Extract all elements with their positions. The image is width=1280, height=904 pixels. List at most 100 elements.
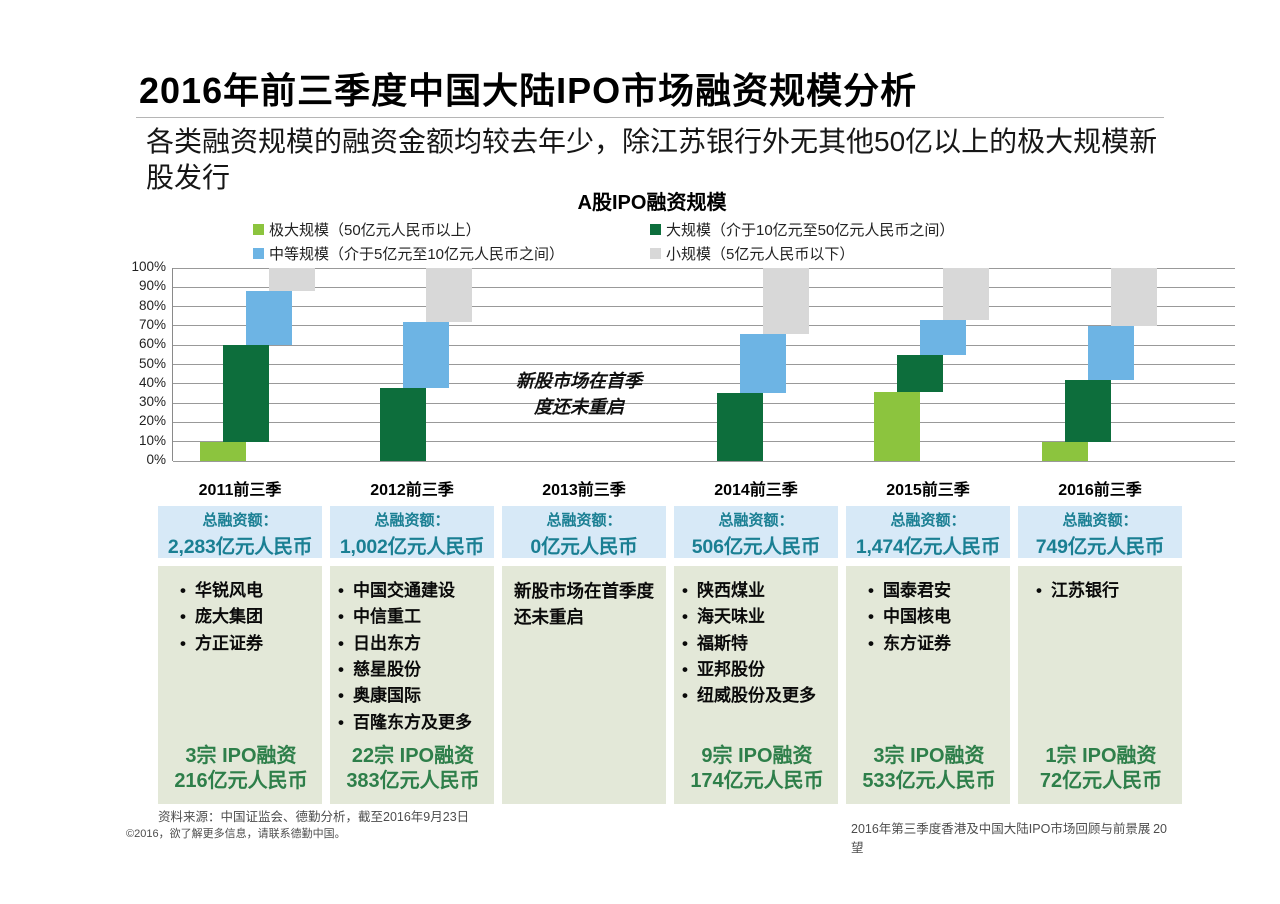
company-item: • 华锐风电 bbox=[180, 578, 316, 604]
gridline-40% bbox=[173, 383, 1235, 385]
bar-segment-2011前三季-小规模 bbox=[268, 268, 315, 292]
bar-segment-2016前三季-小规模 bbox=[1111, 268, 1157, 326]
gridline-60% bbox=[173, 344, 1235, 346]
company-list: • 中国交通建设 • 中信重工 • 日出东方 • 慈星股份 • 奥康国际 • 百隆东方及更多 bbox=[338, 578, 488, 736]
y-axis-label: 60% bbox=[138, 336, 166, 352]
footer-doc-title: 2016年第三季度香港及中国大陆IPO市场回顾与前景展望 bbox=[851, 822, 1151, 855]
y-axis-label: 20% bbox=[138, 413, 166, 429]
company-item: • 奥康国际 bbox=[338, 683, 488, 709]
ipo-summary: 3宗 IPO融资 533亿元人民币 bbox=[854, 744, 1004, 796]
bullet-icon: • bbox=[180, 633, 186, 653]
ipo-summary-count: 22宗 IPO融资 bbox=[351, 745, 475, 767]
bar-segment-2015前三季-中等规模 bbox=[919, 320, 966, 355]
legend-item-2: 大规模（介于10亿元至50亿元人民币之间） bbox=[650, 219, 954, 240]
total-financing-label: 总融资额： bbox=[374, 512, 450, 529]
bar-segment-2011前三季-大规模 bbox=[222, 345, 269, 442]
company-name: 纽威股份及更多 bbox=[696, 686, 816, 706]
ipo-summary: 3宗 IPO融资 216亿元人民币 bbox=[166, 744, 316, 796]
period-label: 2015前三季 bbox=[886, 482, 970, 499]
period-label: 2013前三季 bbox=[542, 482, 626, 499]
total-financing-label: 总融资额： bbox=[890, 512, 966, 529]
legend-swatch-icon bbox=[253, 224, 264, 235]
total-financing-value: 749亿元人民币 bbox=[1035, 536, 1165, 558]
total-financing-box: 总融资额： 1,002亿元人民币 bbox=[330, 506, 494, 558]
ipo-summary-amount: 383亿元人民币 bbox=[346, 770, 480, 792]
total-financing-value: 1,474亿元人民币 bbox=[855, 536, 1001, 558]
table-column-2012前三季: 2012前三季 总融资额： 1,002亿元人民币 • 中国交通建设 • 中信重工 • 日出东方 •… bbox=[330, 476, 494, 804]
legend-item-3: 中等规模（介于5亿元至10亿元人民币之间） bbox=[253, 243, 650, 264]
company-name: 庞大集团 bbox=[194, 607, 263, 627]
bullet-icon: • bbox=[682, 581, 688, 600]
title-divider bbox=[136, 117, 1164, 118]
gridline-90% bbox=[173, 286, 1235, 288]
bullet-icon: • bbox=[338, 712, 344, 732]
company-item: • 百隆东方及更多 bbox=[338, 710, 488, 736]
company-name: 福斯特 bbox=[696, 633, 748, 653]
company-list-box: • 华锐风电 • 庞大集团 • 方正证券 3宗 IPO融资 216亿元人民币 bbox=[158, 566, 322, 804]
company-item: • 亚邦股份 bbox=[682, 657, 832, 683]
gridline-30% bbox=[173, 402, 1235, 404]
company-name: 华锐风电 bbox=[194, 581, 263, 600]
total-financing-box: 总融资额： 506亿元人民币 bbox=[674, 506, 838, 558]
company-item: • 海天味业 bbox=[682, 604, 832, 630]
legend-swatch-icon bbox=[650, 248, 661, 259]
bullet-icon: • bbox=[338, 660, 344, 680]
gridline-0% bbox=[173, 460, 1235, 462]
company-name: 奥康国际 bbox=[352, 686, 421, 706]
company-name: 国泰君安 bbox=[882, 581, 951, 600]
legend-swatch-icon bbox=[650, 224, 661, 235]
legend-label: 大规模（介于10亿元至50亿元人民币之间） bbox=[666, 222, 955, 239]
bullet-icon: • bbox=[868, 607, 874, 627]
y-axis-label: 40% bbox=[138, 374, 166, 390]
gridline-10% bbox=[173, 441, 1235, 443]
bullet-icon: • bbox=[682, 686, 688, 706]
footer-page-number: 20 bbox=[1153, 822, 1167, 836]
ipo-summary-amount: 216亿元人民币 bbox=[174, 770, 308, 792]
footer-source: 资料来源：中国证监会、德勤分析，截至2016年9月23日 bbox=[158, 810, 470, 824]
company-item: • 陕西煤业 bbox=[682, 578, 832, 604]
company-name: 日出东方 bbox=[352, 633, 421, 653]
total-financing-value: 506亿元人民币 bbox=[691, 536, 821, 558]
bullet-icon: • bbox=[180, 607, 186, 627]
company-item: • 福斯特 bbox=[682, 631, 832, 657]
company-list-box: • 中国交通建设 • 中信重工 • 日出东方 • 慈星股份 • 奥康国际 • 百隆东方及更多 22宗 I… bbox=[330, 566, 494, 804]
total-financing-box: 总融资额： 1,474亿元人民币 bbox=[846, 506, 1010, 558]
chart-title: A股IPO融资规模 bbox=[577, 192, 727, 214]
total-financing-label: 总融资额： bbox=[202, 512, 278, 529]
total-financing-box: 总融资额： 749亿元人民币 bbox=[1018, 506, 1182, 558]
company-item: • 江苏银行 bbox=[1036, 578, 1176, 604]
gridline-70% bbox=[173, 325, 1235, 327]
ipo-summary: 22宗 IPO融资 383亿元人民币 bbox=[338, 744, 488, 796]
company-name: 亚邦股份 bbox=[696, 660, 765, 680]
legend-label: 中等规模（介于5亿元至10亿元人民币之间） bbox=[269, 246, 565, 263]
period-label: 2014前三季 bbox=[714, 482, 798, 499]
gridline-20% bbox=[173, 421, 1235, 423]
company-name: 中国核电 bbox=[882, 607, 951, 627]
bar-segment-2015前三季-极大规模 bbox=[873, 391, 920, 461]
y-axis-label: 0% bbox=[146, 452, 166, 467]
page-title: 2016年前三季度中国大陆IPO市场融资规模分析 bbox=[139, 70, 918, 111]
bar-segment-2014前三季-小规模 bbox=[762, 268, 809, 334]
bar-segment-2012前三季-中等规模 bbox=[402, 322, 449, 388]
total-financing-label: 总融资额： bbox=[1062, 512, 1138, 529]
summary-table: 2011前三季 总融资额： 2,283亿元人民币 • 华锐风电 • 庞大集团 • 方正证券 3宗 … bbox=[158, 476, 1182, 804]
company-name: 陕西煤业 bbox=[696, 581, 765, 600]
period-label: 2011前三季 bbox=[198, 482, 282, 499]
bullet-icon: • bbox=[1036, 581, 1042, 600]
bullet-icon: • bbox=[682, 607, 688, 627]
bar-segment-2012前三季-小规模 bbox=[425, 268, 472, 323]
market-note: 新股市场在首季度还未重启 bbox=[514, 581, 654, 628]
ipo-summary-amount: 174亿元人民币 bbox=[690, 770, 824, 792]
y-axis-label: 70% bbox=[138, 316, 166, 332]
chart-legend: 极大规模（50亿元人民币以上） 大规模（介于10亿元至50亿元人民币之间） 中等规模… bbox=[253, 219, 954, 264]
bar-segment-2016前三季-中等规模 bbox=[1088, 325, 1134, 380]
gridline-100% bbox=[173, 267, 1235, 269]
bullet-icon: • bbox=[682, 660, 688, 680]
legend-label: 极大规模（50亿元人民币以上） bbox=[269, 222, 481, 239]
y-axis-label: 30% bbox=[138, 394, 166, 410]
bullet-icon: • bbox=[338, 686, 344, 706]
ipo-summary-amount: 533亿元人民币 bbox=[862, 770, 996, 792]
chart-plot: 新股市场在首季 度还未重启 100% 90% 80% 70% 60% 50% 40% 30% 2… bbox=[131, 259, 1235, 467]
company-list: • 华锐风电 • 庞大集团 • 方正证券 bbox=[166, 578, 316, 657]
